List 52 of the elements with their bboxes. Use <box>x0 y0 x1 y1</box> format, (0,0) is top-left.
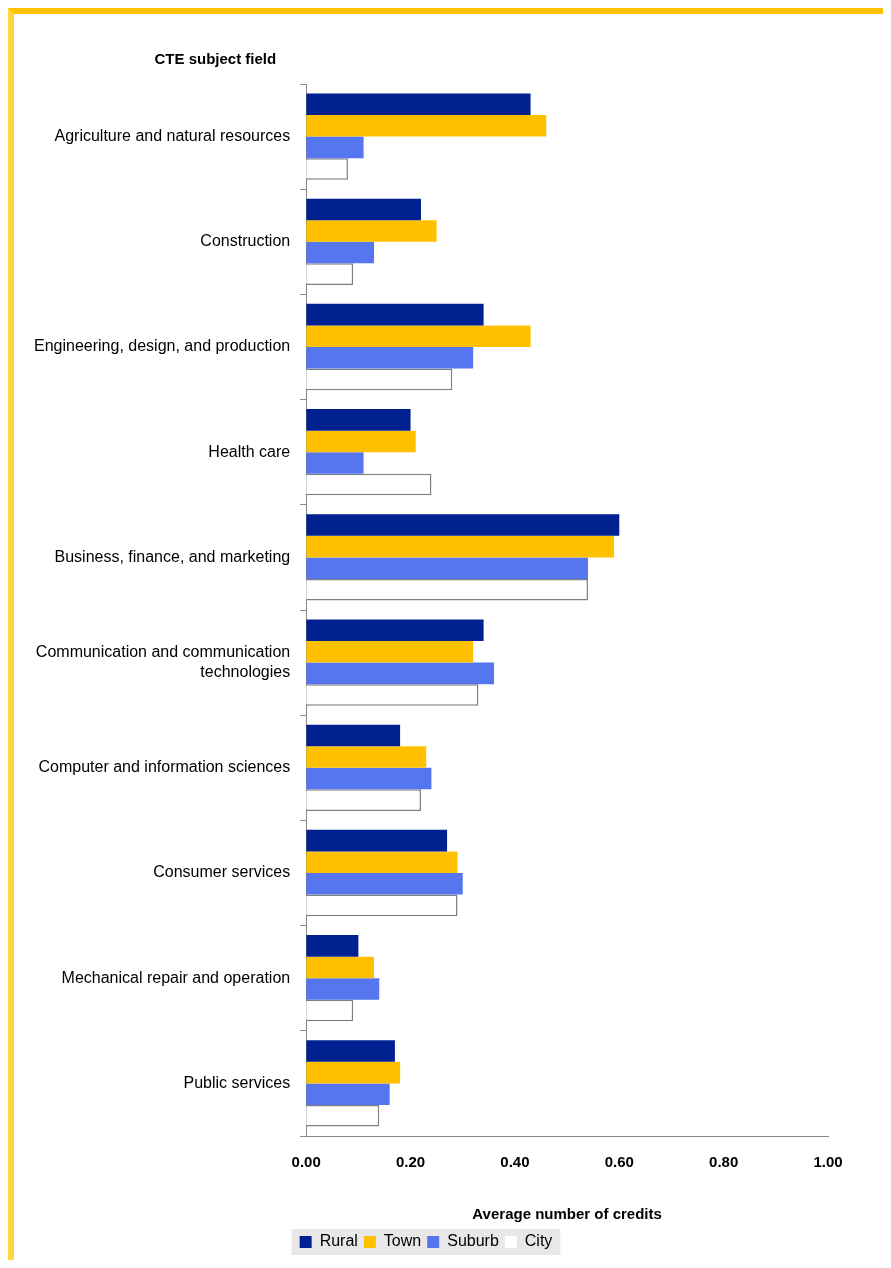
bar <box>306 767 432 790</box>
y-tick-label: Communication and communication technologies <box>35 643 291 680</box>
x-tick-label: 0.00 <box>291 1153 321 1171</box>
bar <box>306 873 463 895</box>
bar <box>306 409 411 431</box>
bar <box>306 746 427 768</box>
y-tick-label: Engineering, design, and production <box>34 337 291 355</box>
x-tick-label: 0.40 <box>500 1153 530 1171</box>
bar <box>306 325 531 347</box>
bar <box>306 978 380 1000</box>
legend-label: City <box>524 1232 553 1250</box>
bar <box>306 935 359 957</box>
bar <box>306 641 474 663</box>
bar <box>306 829 448 852</box>
y-tick-label: Public services <box>183 1073 291 1091</box>
bar <box>306 535 615 558</box>
y-tick-label: Agriculture and natural resources <box>54 127 291 145</box>
bar <box>306 93 531 116</box>
y-axis-title: CTE subject field <box>154 50 277 67</box>
bar <box>306 557 588 579</box>
x-tick-label: 0.80 <box>709 1153 739 1171</box>
bar <box>306 347 474 369</box>
legend-label: Town <box>383 1232 422 1250</box>
bar <box>306 1061 401 1084</box>
x-tick-label: 1.00 <box>813 1153 843 1171</box>
bar <box>306 851 458 873</box>
y-tick-label: Consumer services <box>153 863 291 881</box>
y-tick-label: Health care <box>208 442 291 460</box>
x-tick-label: 0.20 <box>395 1153 426 1171</box>
bar <box>306 115 547 137</box>
y-tick-label: Construction <box>200 232 291 250</box>
bar <box>306 1083 390 1105</box>
bar <box>306 136 364 159</box>
bar <box>306 724 401 747</box>
bar <box>306 619 484 642</box>
x-tick-label: 0.60 <box>604 1153 634 1171</box>
bar <box>306 452 364 474</box>
bar <box>306 514 620 536</box>
bar <box>306 198 421 221</box>
y-tick-label: Computer and information sciences <box>38 758 291 776</box>
bar <box>306 303 484 326</box>
legend-label: Rural <box>319 1232 358 1250</box>
x-axis-title: Average number of credits <box>472 1205 662 1223</box>
y-tick-label: Business, finance, and marketing <box>54 547 291 565</box>
bar <box>306 241 375 264</box>
bar <box>306 1040 395 1062</box>
y-tick-label: Mechanical repair and operation <box>61 968 291 986</box>
bar <box>306 220 437 242</box>
bar <box>306 430 416 453</box>
bar <box>306 662 495 685</box>
bar <box>306 956 375 979</box>
legend-label: Suburb <box>447 1232 499 1250</box>
